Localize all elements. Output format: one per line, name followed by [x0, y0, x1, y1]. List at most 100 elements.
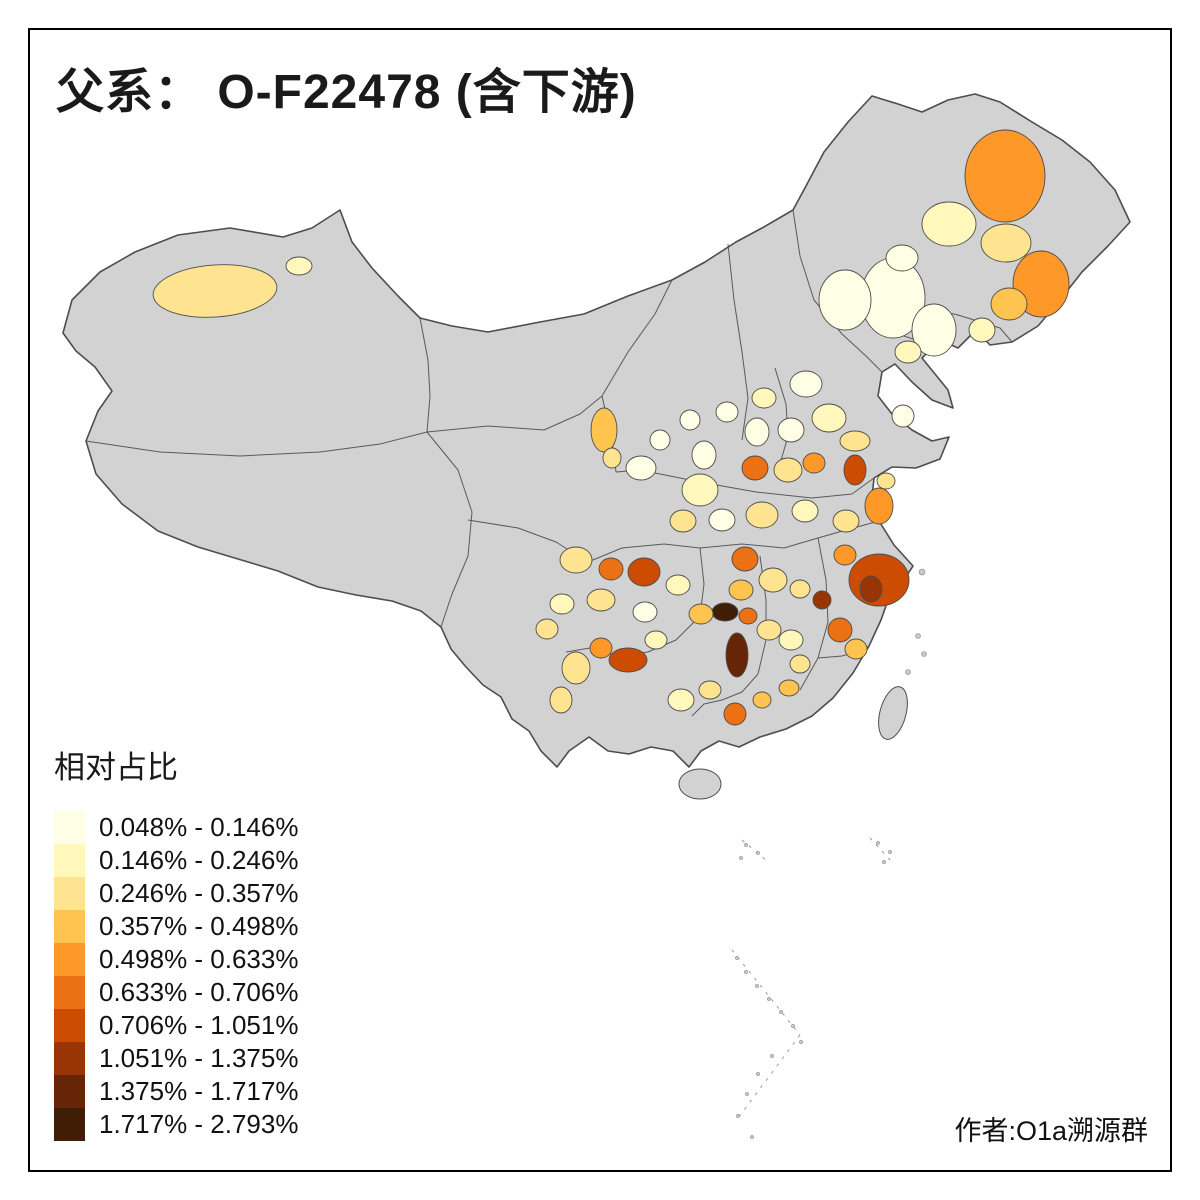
map-region — [818, 269, 872, 331]
sea-dash-line — [869, 837, 893, 863]
map-region — [859, 575, 883, 603]
coastal-island — [915, 633, 921, 639]
taiwan-island — [878, 686, 908, 740]
sea-island — [791, 1024, 795, 1028]
sea-dash-line — [741, 839, 769, 863]
map-region — [679, 409, 701, 431]
map-region — [885, 244, 919, 272]
legend-label: 0.357% - 0.498% — [99, 911, 299, 941]
map-region — [789, 654, 811, 674]
coastal-island — [918, 568, 926, 576]
map-region — [843, 454, 867, 486]
legend: 相对占比 0.048% - 0.146% 0.146% - 0.246% 0.2… — [54, 742, 384, 1141]
legend-item: 0.633% - 0.706% — [54, 976, 384, 1009]
map-region — [667, 688, 695, 712]
map-region — [559, 546, 593, 574]
map-region — [152, 264, 278, 318]
map-region — [773, 457, 803, 483]
legend-item: 0.146% - 0.246% — [54, 844, 384, 877]
map-region — [891, 404, 915, 428]
map-region — [711, 602, 739, 622]
sea-dash-line — [737, 1034, 801, 1119]
map-region — [758, 567, 788, 593]
map-region — [285, 256, 313, 276]
map-region — [789, 579, 811, 599]
province-boundary — [419, 317, 431, 433]
map-region — [778, 679, 800, 697]
map-region — [669, 509, 697, 533]
legend-swatch — [54, 811, 85, 844]
legend-item: 0.048% - 0.146% — [54, 811, 384, 844]
map-region — [535, 618, 559, 640]
map-region — [644, 630, 668, 650]
map-region — [789, 370, 823, 398]
map-region — [681, 473, 719, 507]
sea-island — [799, 1040, 803, 1044]
map-region — [964, 129, 1046, 223]
map-region — [751, 387, 777, 409]
province-boundary — [426, 431, 473, 628]
legend-swatch — [54, 1108, 85, 1141]
map-region — [602, 447, 622, 469]
map-region — [632, 601, 658, 623]
map-region — [627, 557, 661, 587]
sea-island — [744, 970, 748, 974]
map-region — [777, 417, 805, 443]
legend-swatch — [54, 976, 85, 1009]
map-region — [811, 403, 847, 433]
legend-label: 0.706% - 1.051% — [99, 1010, 299, 1040]
map-region — [608, 647, 648, 673]
map-region — [715, 401, 739, 423]
map-region — [756, 619, 782, 641]
sea-island — [882, 860, 886, 864]
legend-swatch — [54, 910, 85, 943]
legend-item: 0.706% - 1.051% — [54, 1009, 384, 1042]
map-region — [921, 201, 977, 247]
map-region — [728, 579, 754, 601]
legend-label: 1.375% - 1.717% — [99, 1076, 299, 1106]
map-region — [549, 686, 573, 714]
map-region — [791, 499, 819, 523]
map-region — [802, 452, 826, 474]
map-region — [832, 509, 860, 533]
legend-label: 0.633% - 0.706% — [99, 977, 299, 1007]
sea-island — [767, 997, 771, 1001]
map-region — [561, 651, 591, 685]
province-boundary — [587, 543, 705, 617]
map-region — [894, 340, 922, 364]
legend-swatch — [54, 1042, 85, 1075]
sea-island — [756, 1072, 760, 1076]
legend-title: 相对占比 — [54, 750, 178, 785]
map-region — [589, 637, 613, 659]
map-title: 父系： O-F22478 (含下游) — [56, 66, 637, 119]
coastal-island — [905, 669, 911, 675]
sea-island — [779, 1010, 783, 1014]
province-boundary — [799, 537, 829, 691]
map-region — [752, 691, 772, 709]
sea-island — [739, 856, 743, 860]
sea-island — [736, 1114, 740, 1118]
map-region — [738, 607, 758, 625]
map-region — [731, 546, 759, 572]
map-region — [625, 455, 657, 481]
legend-label: 0.246% - 0.357% — [99, 878, 299, 908]
province-boundary — [691, 673, 759, 717]
map-region — [745, 501, 779, 529]
map-region — [844, 638, 868, 660]
sea-island — [744, 843, 748, 847]
map-region — [864, 487, 894, 525]
province-boundary — [426, 395, 603, 433]
legend-label: 1.051% - 1.375% — [99, 1043, 299, 1073]
sea-dash-line — [731, 949, 801, 1036]
map-region — [990, 287, 1028, 321]
map-region — [839, 430, 871, 452]
legend-label: 1.717% - 2.793% — [99, 1109, 299, 1139]
sea-island — [756, 851, 760, 855]
south-china-sea-islands — [731, 837, 893, 1139]
sea-island — [876, 841, 880, 845]
map-region — [586, 588, 616, 612]
map-region — [691, 440, 717, 470]
map-region — [968, 317, 996, 343]
legend-item: 0.357% - 0.498% — [54, 910, 384, 943]
